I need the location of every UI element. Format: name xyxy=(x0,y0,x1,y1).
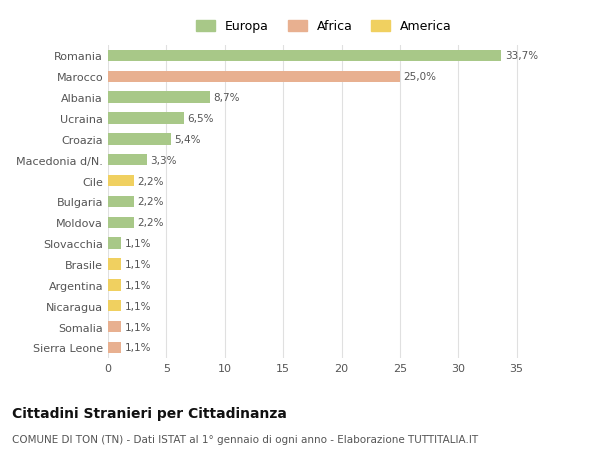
Bar xyxy=(108,321,121,332)
Text: 6,5%: 6,5% xyxy=(187,114,214,124)
Bar xyxy=(108,92,209,104)
Text: 1,1%: 1,1% xyxy=(124,342,151,353)
Text: 2,2%: 2,2% xyxy=(137,218,164,228)
Text: 5,4%: 5,4% xyxy=(175,134,201,145)
Text: Cittadini Stranieri per Cittadinanza: Cittadini Stranieri per Cittadinanza xyxy=(12,406,287,420)
Bar xyxy=(108,238,121,249)
Bar xyxy=(108,217,134,229)
Text: COMUNE DI TON (TN) - Dati ISTAT al 1° gennaio di ogni anno - Elaborazione TUTTIT: COMUNE DI TON (TN) - Dati ISTAT al 1° ge… xyxy=(12,434,478,444)
Text: 25,0%: 25,0% xyxy=(403,72,436,82)
Text: 8,7%: 8,7% xyxy=(213,93,239,103)
Text: 1,1%: 1,1% xyxy=(124,239,151,249)
Bar xyxy=(108,196,134,207)
Text: 1,1%: 1,1% xyxy=(124,259,151,269)
Text: 2,2%: 2,2% xyxy=(137,176,164,186)
Legend: Europa, Africa, America: Europa, Africa, America xyxy=(196,21,452,34)
Text: 1,1%: 1,1% xyxy=(124,322,151,332)
Bar xyxy=(108,300,121,312)
Bar xyxy=(108,50,502,62)
Bar xyxy=(108,155,146,166)
Text: 3,3%: 3,3% xyxy=(150,155,176,165)
Text: 1,1%: 1,1% xyxy=(124,280,151,290)
Bar xyxy=(108,175,134,187)
Bar xyxy=(108,134,171,145)
Text: 1,1%: 1,1% xyxy=(124,301,151,311)
Bar xyxy=(108,342,121,353)
Bar xyxy=(108,113,184,124)
Bar xyxy=(108,72,400,83)
Bar xyxy=(108,280,121,291)
Bar xyxy=(108,259,121,270)
Text: 2,2%: 2,2% xyxy=(137,197,164,207)
Text: 33,7%: 33,7% xyxy=(505,51,538,62)
